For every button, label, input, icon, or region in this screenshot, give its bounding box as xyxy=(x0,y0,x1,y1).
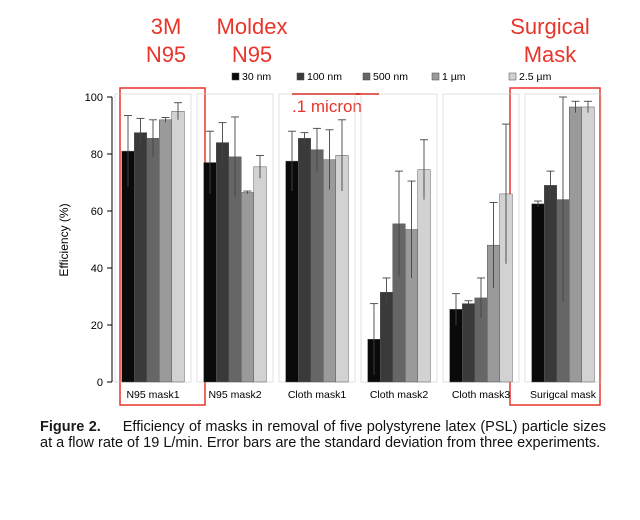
bar xyxy=(310,149,324,383)
caption-label: Figure 2. xyxy=(40,419,101,435)
annotation-moldex: Moldex xyxy=(217,14,288,39)
y-tick-label: 80 xyxy=(91,149,103,161)
bar xyxy=(159,119,172,383)
efficiency-bar-chart: 3M N95 Moldex N95 Surgical Mask .1 micro… xyxy=(57,14,602,406)
category-label: Cloth mask1 xyxy=(288,389,347,401)
legend-swatch xyxy=(362,72,371,81)
annotation-surgical: Surgical xyxy=(510,14,589,39)
category-label: N95 mask2 xyxy=(208,389,261,401)
annotation-moldex-n95: N95 xyxy=(232,42,272,67)
bar xyxy=(531,203,545,383)
y-tick-label: 0 xyxy=(97,377,103,389)
category-label: N95 mask1 xyxy=(126,389,179,401)
legend-label: 30 nm xyxy=(242,71,271,83)
bar xyxy=(253,166,267,383)
annotation-3m-n95: N95 xyxy=(146,42,186,67)
bar xyxy=(203,162,217,383)
bar xyxy=(462,303,475,383)
axes: 0 20 40 60 80 100 Efficiency (%) N95 mask1 N95 m… xyxy=(57,92,602,401)
y-tick-label: 100 xyxy=(85,92,103,104)
y-axis-label: Efficiency (%) xyxy=(57,203,71,276)
bar xyxy=(146,138,160,383)
legend: 30 nm 100 nm 500 nm 1 µm 2.5 µm xyxy=(231,71,552,83)
bar xyxy=(216,142,229,383)
bar xyxy=(581,106,595,383)
y-tick-label: 60 xyxy=(91,206,103,218)
bar xyxy=(544,185,557,383)
bar xyxy=(241,192,254,383)
figure-caption: Figure 2. Efficiency of masks in removal… xyxy=(40,419,606,451)
bars xyxy=(121,96,595,383)
category-label: Surigcal mask xyxy=(530,389,597,401)
bar xyxy=(417,169,431,383)
category-label: Cloth mask3 xyxy=(452,389,511,401)
legend-swatch xyxy=(431,72,440,81)
legend-label: 500 nm xyxy=(373,71,408,83)
bar xyxy=(134,132,147,383)
bar xyxy=(285,160,299,383)
annotation-surgical-mask: Mask xyxy=(524,42,578,67)
y-tick-label: 40 xyxy=(91,263,103,275)
legend-swatch xyxy=(231,72,240,81)
annotation-3m: 3M xyxy=(151,14,182,39)
legend-swatch xyxy=(508,72,517,81)
annotation-micron: .1 micron xyxy=(292,97,362,116)
bar xyxy=(569,106,582,383)
category-label: Cloth mask2 xyxy=(370,389,429,401)
legend-label: 2.5 µm xyxy=(519,71,552,83)
y-tick-label: 20 xyxy=(91,320,103,332)
caption-text: Efficiency of masks in removal of five p… xyxy=(40,419,606,451)
legend-label: 100 nm xyxy=(307,71,342,83)
bar xyxy=(298,138,311,383)
bar xyxy=(323,159,336,383)
legend-label: 1 µm xyxy=(442,71,466,83)
legend-swatch xyxy=(296,72,305,81)
bar xyxy=(171,111,185,383)
